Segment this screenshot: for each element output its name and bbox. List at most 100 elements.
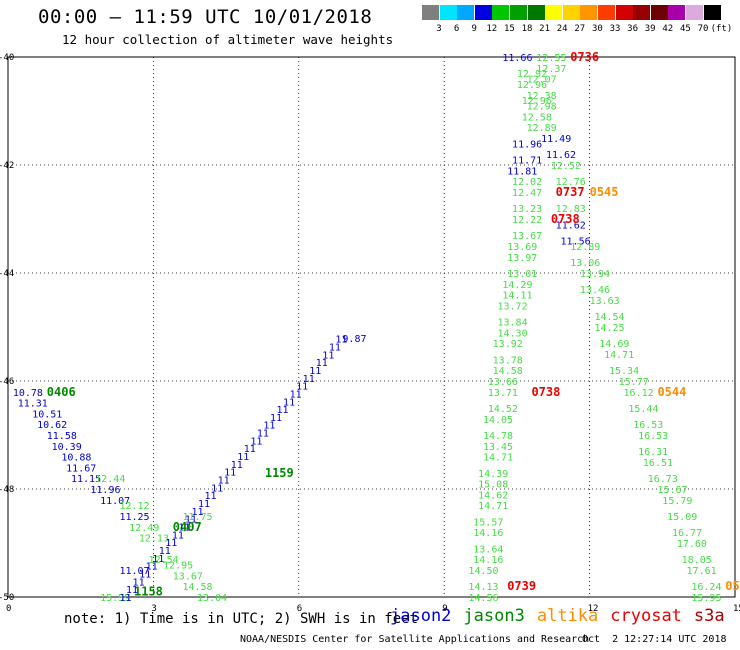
- color-swatch: [615, 5, 633, 20]
- track-mark: 11: [316, 358, 328, 369]
- data-label: 14.78: [483, 431, 513, 442]
- data-label: 12.49: [129, 523, 159, 534]
- data-label: 13.04: [197, 593, 227, 604]
- data-label: 14.29: [502, 280, 532, 291]
- track-mark: 11: [250, 436, 262, 447]
- data-label: 13.72: [498, 301, 528, 312]
- track-mark: 11: [263, 421, 275, 432]
- data-label: 12.83: [556, 204, 586, 215]
- data-label: 14.71: [478, 501, 508, 512]
- data-label: 13.06: [570, 258, 600, 269]
- data-label: 12.13: [139, 534, 169, 545]
- data-label: 14.05: [483, 415, 513, 426]
- data-label: 0736: [570, 50, 599, 64]
- data-label: 12.58: [522, 112, 552, 123]
- data-label: 14.54: [594, 312, 624, 323]
- data-label: 1158: [134, 585, 163, 599]
- color-swatch: [510, 5, 527, 20]
- data-label: 12.96: [522, 96, 552, 107]
- data-label: 14.50: [468, 566, 498, 577]
- data-label: 13.67: [512, 231, 542, 242]
- color-scale-label: 30: [591, 24, 603, 34]
- y-tick-label: -42: [0, 161, 14, 171]
- color-scale-label: 39: [644, 24, 656, 34]
- legend-entry: altika: [536, 606, 599, 626]
- data-label: 13.23: [512, 204, 542, 215]
- data-label: 13.78: [493, 355, 523, 366]
- data-label: 13.84: [498, 318, 528, 329]
- color-swatch: [492, 5, 510, 20]
- color-scale-label: 3: [436, 24, 442, 34]
- data-label: 18.05: [682, 555, 712, 566]
- data-label: 13.97: [507, 253, 537, 264]
- data-label: 12.96: [517, 80, 547, 91]
- data-label: 14.39: [478, 469, 508, 480]
- track-mark: 11: [277, 405, 289, 416]
- track-mark: 11: [119, 593, 131, 604]
- track-mark: 11: [178, 523, 190, 534]
- data-label: 15.08: [478, 480, 508, 491]
- data-label: 12.38: [527, 91, 557, 102]
- x-tick-label: 9: [442, 604, 447, 614]
- data-label: 0738: [531, 385, 560, 399]
- color-scale-label: 9: [471, 24, 477, 34]
- data-label: 14.16: [473, 528, 503, 539]
- data-label: 16.77: [672, 528, 702, 539]
- data-label: 10.88: [61, 453, 91, 464]
- data-label: 15.57: [473, 517, 503, 528]
- track-mark: 11: [283, 397, 295, 408]
- x-tick-label: 0: [6, 604, 11, 614]
- color-swatch: [439, 5, 457, 20]
- data-label: 12.52: [551, 161, 581, 172]
- color-scale-label: 70: [697, 24, 709, 34]
- data-label: 13.67: [173, 571, 203, 582]
- data-label: 12.02: [512, 177, 542, 188]
- x-tick-label: 15: [733, 604, 740, 614]
- legend-entry: jason2: [390, 606, 452, 626]
- data-label: 16.51: [643, 458, 673, 469]
- color-swatch: [686, 5, 703, 20]
- color-swatch: [580, 5, 598, 20]
- color-scale-label: 6: [453, 24, 460, 34]
- data-label: 12.47: [512, 188, 542, 199]
- data-label: 12.12: [119, 501, 149, 512]
- data-label: 10.78: [13, 388, 43, 399]
- color-swatch: [633, 5, 651, 20]
- data-label: 14.71: [604, 350, 634, 361]
- data-label: 10.62: [37, 420, 67, 431]
- data-label: 11.58: [47, 431, 77, 442]
- data-label: 11.07: [119, 566, 149, 577]
- track-mark: 11: [152, 554, 164, 565]
- data-label: 12.89: [527, 123, 557, 134]
- data-label: 16.53: [638, 431, 668, 442]
- y-tick-label: -48: [0, 485, 14, 495]
- color-swatch: [668, 5, 686, 20]
- color-scale-label: 27: [574, 24, 586, 34]
- track-mark: 11: [205, 491, 217, 502]
- data-label: 14.69: [599, 339, 629, 350]
- color-scale-label: 12: [486, 24, 498, 34]
- data-label: 0544: [657, 385, 686, 399]
- track-mark: 11: [303, 374, 315, 385]
- data-label: 14.30: [498, 328, 528, 339]
- data-label: 13.01: [507, 269, 537, 280]
- data-label: 15.79: [662, 496, 692, 507]
- track-mark: 11: [237, 452, 249, 463]
- track-mark: 11: [244, 444, 256, 455]
- y-tick-label: -46: [0, 377, 14, 387]
- data-label: 11.15: [71, 474, 101, 485]
- data-label: 16.12: [624, 388, 654, 399]
- track-mark: 11: [211, 483, 223, 494]
- data-label: 11.25: [119, 512, 149, 523]
- color-swatch: [650, 5, 668, 20]
- data-label: 11.66: [502, 53, 532, 64]
- data-label: 14.56: [468, 593, 498, 604]
- y-tick-label: -40: [0, 53, 14, 63]
- color-scale-label: (ft): [710, 24, 733, 34]
- track-mark: 11: [126, 585, 138, 596]
- x-tick-label: 3: [151, 604, 156, 614]
- track-mark: 11: [172, 530, 184, 541]
- data-label: 11.96: [512, 139, 542, 150]
- data-label: 10.39: [52, 442, 82, 453]
